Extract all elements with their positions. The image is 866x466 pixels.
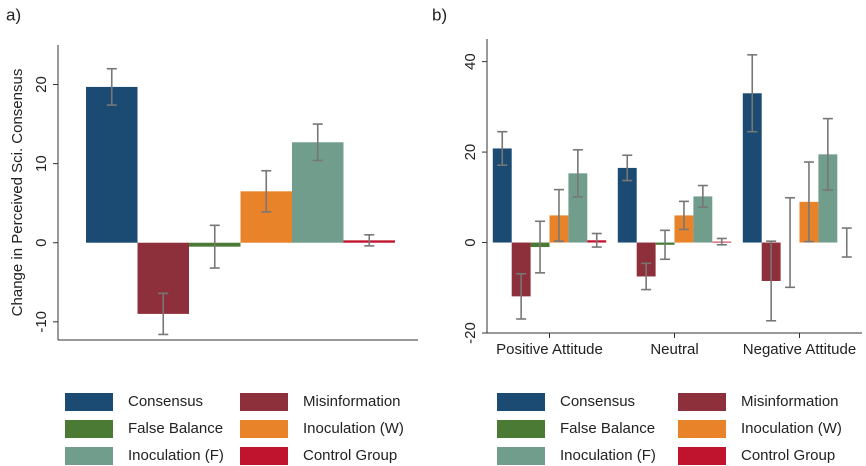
error-bar <box>785 196 796 289</box>
bar <box>492 148 512 243</box>
legend-label: Inoculation (F) <box>128 447 224 464</box>
y-tick-label: 0 <box>33 239 50 247</box>
y-tick-label: -20 <box>462 322 479 344</box>
legend-label: Consensus <box>560 393 635 410</box>
error-bar <box>535 220 546 274</box>
panel-label: b) <box>432 5 447 24</box>
error-bar <box>364 234 375 247</box>
y-tick-label: 20 <box>33 76 50 93</box>
error-bar <box>766 240 777 322</box>
legend-label: Control Group <box>741 447 835 464</box>
x-tick-label: Neutral <box>650 341 698 358</box>
error-bar <box>803 161 814 243</box>
panel-label: a) <box>6 5 21 24</box>
error-bar <box>497 130 508 166</box>
error-bar <box>572 149 583 198</box>
error-bar <box>516 272 527 320</box>
legend-label: Inoculation (W) <box>303 420 404 437</box>
x-tick-label: Negative Attitude <box>743 341 856 358</box>
legend-swatch <box>678 447 726 465</box>
error-bar <box>660 229 671 261</box>
error-bar <box>553 188 564 242</box>
legend-label: Misinformation <box>741 393 839 410</box>
x-tick-label: Positive Attitude <box>496 341 603 358</box>
bar <box>86 86 138 243</box>
bar <box>568 173 588 243</box>
y-axis-title: Change in Perceived Sci. Consensus <box>9 69 26 317</box>
legend-label: Inoculation (W) <box>741 420 842 437</box>
y-tick-label: -10 <box>33 311 50 333</box>
legend-swatch <box>240 447 288 465</box>
error-bar <box>841 227 852 258</box>
legend-label: Control Group <box>303 447 397 464</box>
error-bar <box>622 154 633 182</box>
bar <box>617 167 637 243</box>
legend-label: False Balance <box>560 420 655 437</box>
error-bar <box>641 262 652 291</box>
bar <box>511 242 531 297</box>
legend-swatch <box>497 393 545 411</box>
bar <box>818 154 838 243</box>
legend-swatch <box>240 420 288 438</box>
error-bar <box>822 117 833 191</box>
y-tick-label: 20 <box>462 144 479 161</box>
y-tick-label: 40 <box>462 53 479 70</box>
error-bar <box>716 237 727 246</box>
error-bar <box>312 123 323 162</box>
error-bar <box>747 54 758 133</box>
bar <box>742 93 762 243</box>
legend-label: False Balance <box>128 420 223 437</box>
legend-label: Inoculation (F) <box>560 447 656 464</box>
error-bar <box>209 224 220 269</box>
error-bar <box>158 292 169 336</box>
legend-swatch <box>65 420 113 438</box>
legend-swatch <box>497 420 545 438</box>
legend-swatch <box>65 393 113 411</box>
y-tick-label: 10 <box>33 155 50 172</box>
y-tick-label: 0 <box>462 238 479 246</box>
error-bar <box>106 67 117 106</box>
error-bar <box>261 169 272 213</box>
legend-swatch <box>678 393 726 411</box>
error-bar <box>591 232 602 248</box>
legend-swatch <box>240 393 288 411</box>
legend-swatch <box>678 420 726 438</box>
legend-swatch <box>65 447 113 465</box>
error-bar <box>678 200 689 231</box>
legend-label: Consensus <box>128 393 203 410</box>
legend-label: Misinformation <box>303 393 401 410</box>
legend-swatch <box>497 447 545 465</box>
bar <box>636 242 656 277</box>
error-bar <box>697 184 708 209</box>
